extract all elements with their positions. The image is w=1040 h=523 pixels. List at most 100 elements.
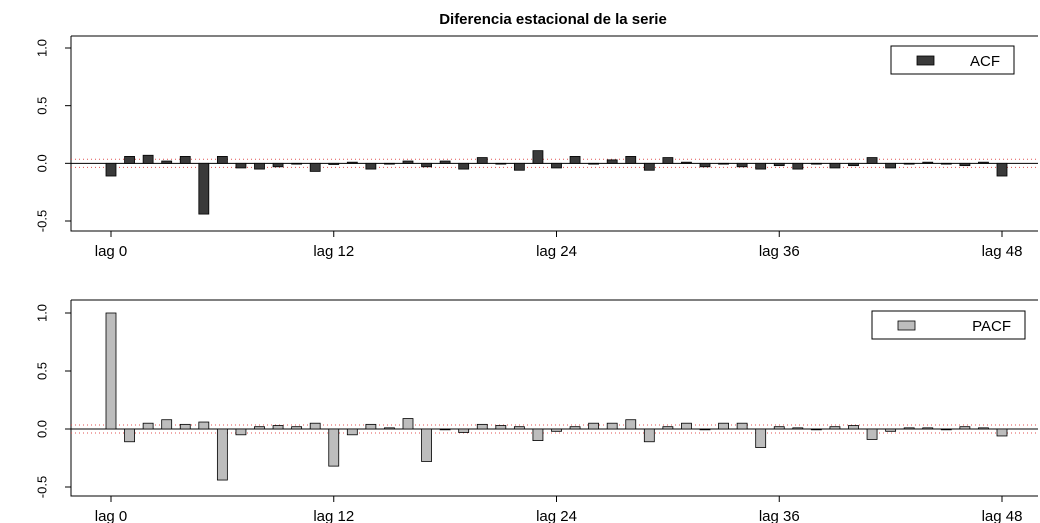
acf-plot-frame	[70, 35, 1038, 232]
acf-bar	[105, 162, 117, 177]
legend-swatch	[897, 320, 916, 331]
acf-bar	[328, 162, 340, 165]
acf-bar	[829, 162, 841, 169]
pacf-bar	[885, 428, 897, 432]
pacf-bar	[773, 426, 785, 430]
pacf-bar	[439, 428, 451, 431]
acf-bar	[959, 162, 971, 167]
acf-bar	[124, 156, 135, 164]
pacf-bar	[940, 428, 952, 431]
pacf-bar	[810, 428, 822, 431]
pacf-bar	[365, 423, 377, 430]
acf-bar	[254, 162, 265, 170]
acf-bar	[216, 156, 228, 164]
acf-bar	[198, 162, 210, 215]
acf-bar	[792, 162, 804, 170]
legend-swatch	[916, 55, 935, 66]
pacf-plot-frame	[70, 299, 1038, 497]
acf-bar	[643, 162, 655, 171]
acf-bar	[346, 161, 358, 164]
acf-bar	[681, 161, 692, 164]
pacf-panel: -0.5 0.0 0.5 1.0 lag 0 lag 12 lag 24 lag 36 lag …	[34, 299, 1038, 523]
pacf-bar	[142, 422, 154, 430]
x-tick-label: lag 0	[95, 243, 128, 260]
x-tick-label: lag 48	[982, 243, 1023, 260]
pacf-bar	[978, 427, 989, 430]
pacf-bar	[235, 428, 247, 436]
pacf-bar	[903, 427, 915, 430]
acf-bar	[940, 162, 952, 165]
pacf-bar	[699, 428, 711, 431]
legend-box	[890, 45, 1015, 75]
acf-bar	[532, 150, 544, 164]
x-tick-label: lag 48	[982, 508, 1023, 523]
legend-label: ACF	[970, 53, 1000, 70]
x-tick-label: lag 12	[313, 508, 354, 523]
acf-bar	[588, 162, 600, 165]
pacf-bar	[421, 428, 432, 462]
acf-bar	[365, 162, 377, 170]
pacf-bar	[291, 426, 303, 430]
acf-bar	[848, 162, 859, 167]
acf-bar	[606, 159, 618, 164]
pacf-bar	[922, 427, 934, 430]
pacf-bar	[384, 427, 395, 430]
acf-bar	[235, 162, 247, 169]
pacf-bar	[179, 423, 191, 430]
acf-bar	[996, 162, 1008, 177]
pacf-bar	[402, 418, 414, 430]
acf-bar	[866, 157, 878, 164]
acf-bar	[755, 162, 767, 170]
acf-bar	[402, 160, 414, 164]
pacf-bar	[866, 428, 878, 440]
acf-bar	[699, 162, 711, 168]
acf-bar	[569, 156, 581, 164]
pacf-bar	[755, 428, 767, 448]
acf-bar	[773, 162, 785, 167]
pacf-bar	[959, 426, 971, 430]
pacf-bar	[328, 428, 340, 467]
acf-legend: ACF	[890, 45, 1015, 75]
acf-bar	[903, 162, 915, 165]
acf-panel: -0.5 0.0 0.5 1.0 lag 0 lag 12 lag 24 lag 36 lag …	[34, 35, 1038, 260]
pacf-bar	[996, 428, 1008, 437]
y-tick-label: 1.0	[34, 39, 49, 57]
pacf-bar	[161, 419, 173, 430]
pacf-bar	[254, 426, 265, 430]
acf-bar	[978, 161, 989, 164]
pacf-bar	[606, 422, 618, 430]
acf-bar	[885, 162, 897, 169]
acf-bar	[272, 162, 284, 168]
acf-bar	[736, 162, 748, 168]
pacf-bar	[346, 428, 358, 436]
acf-bar	[142, 154, 154, 164]
x-tick-label: lag 24	[536, 508, 577, 523]
pacf-bar	[458, 428, 470, 433]
y-tick-label: -0.5	[34, 476, 49, 498]
acf-bar	[439, 160, 451, 164]
pacf-bar	[495, 425, 507, 430]
legend-box	[871, 310, 1026, 340]
pacf-bar	[551, 428, 562, 432]
pacf-bar	[272, 425, 284, 430]
acf-bar	[513, 162, 525, 171]
pacf-bar	[588, 422, 600, 430]
y-tick-label: 0.5	[34, 97, 49, 115]
acf-bar	[551, 162, 562, 169]
acf-bar	[495, 162, 507, 165]
pacf-bar	[476, 423, 488, 430]
x-tick-label: lag 12	[313, 243, 354, 260]
pacf-bar	[216, 428, 228, 481]
y-tick-label: 0.0	[34, 154, 49, 172]
acf-bar	[625, 156, 637, 164]
pacf-bar	[532, 428, 544, 442]
y-tick-label: 0.0	[34, 420, 49, 438]
acf-bar	[476, 157, 488, 164]
acf-bar	[291, 162, 303, 165]
pacf-bar	[829, 426, 841, 430]
pacf-bar	[662, 426, 674, 430]
x-tick-label: lag 0	[95, 508, 128, 523]
acf-bar	[810, 162, 822, 165]
pacf-bar	[309, 422, 321, 430]
